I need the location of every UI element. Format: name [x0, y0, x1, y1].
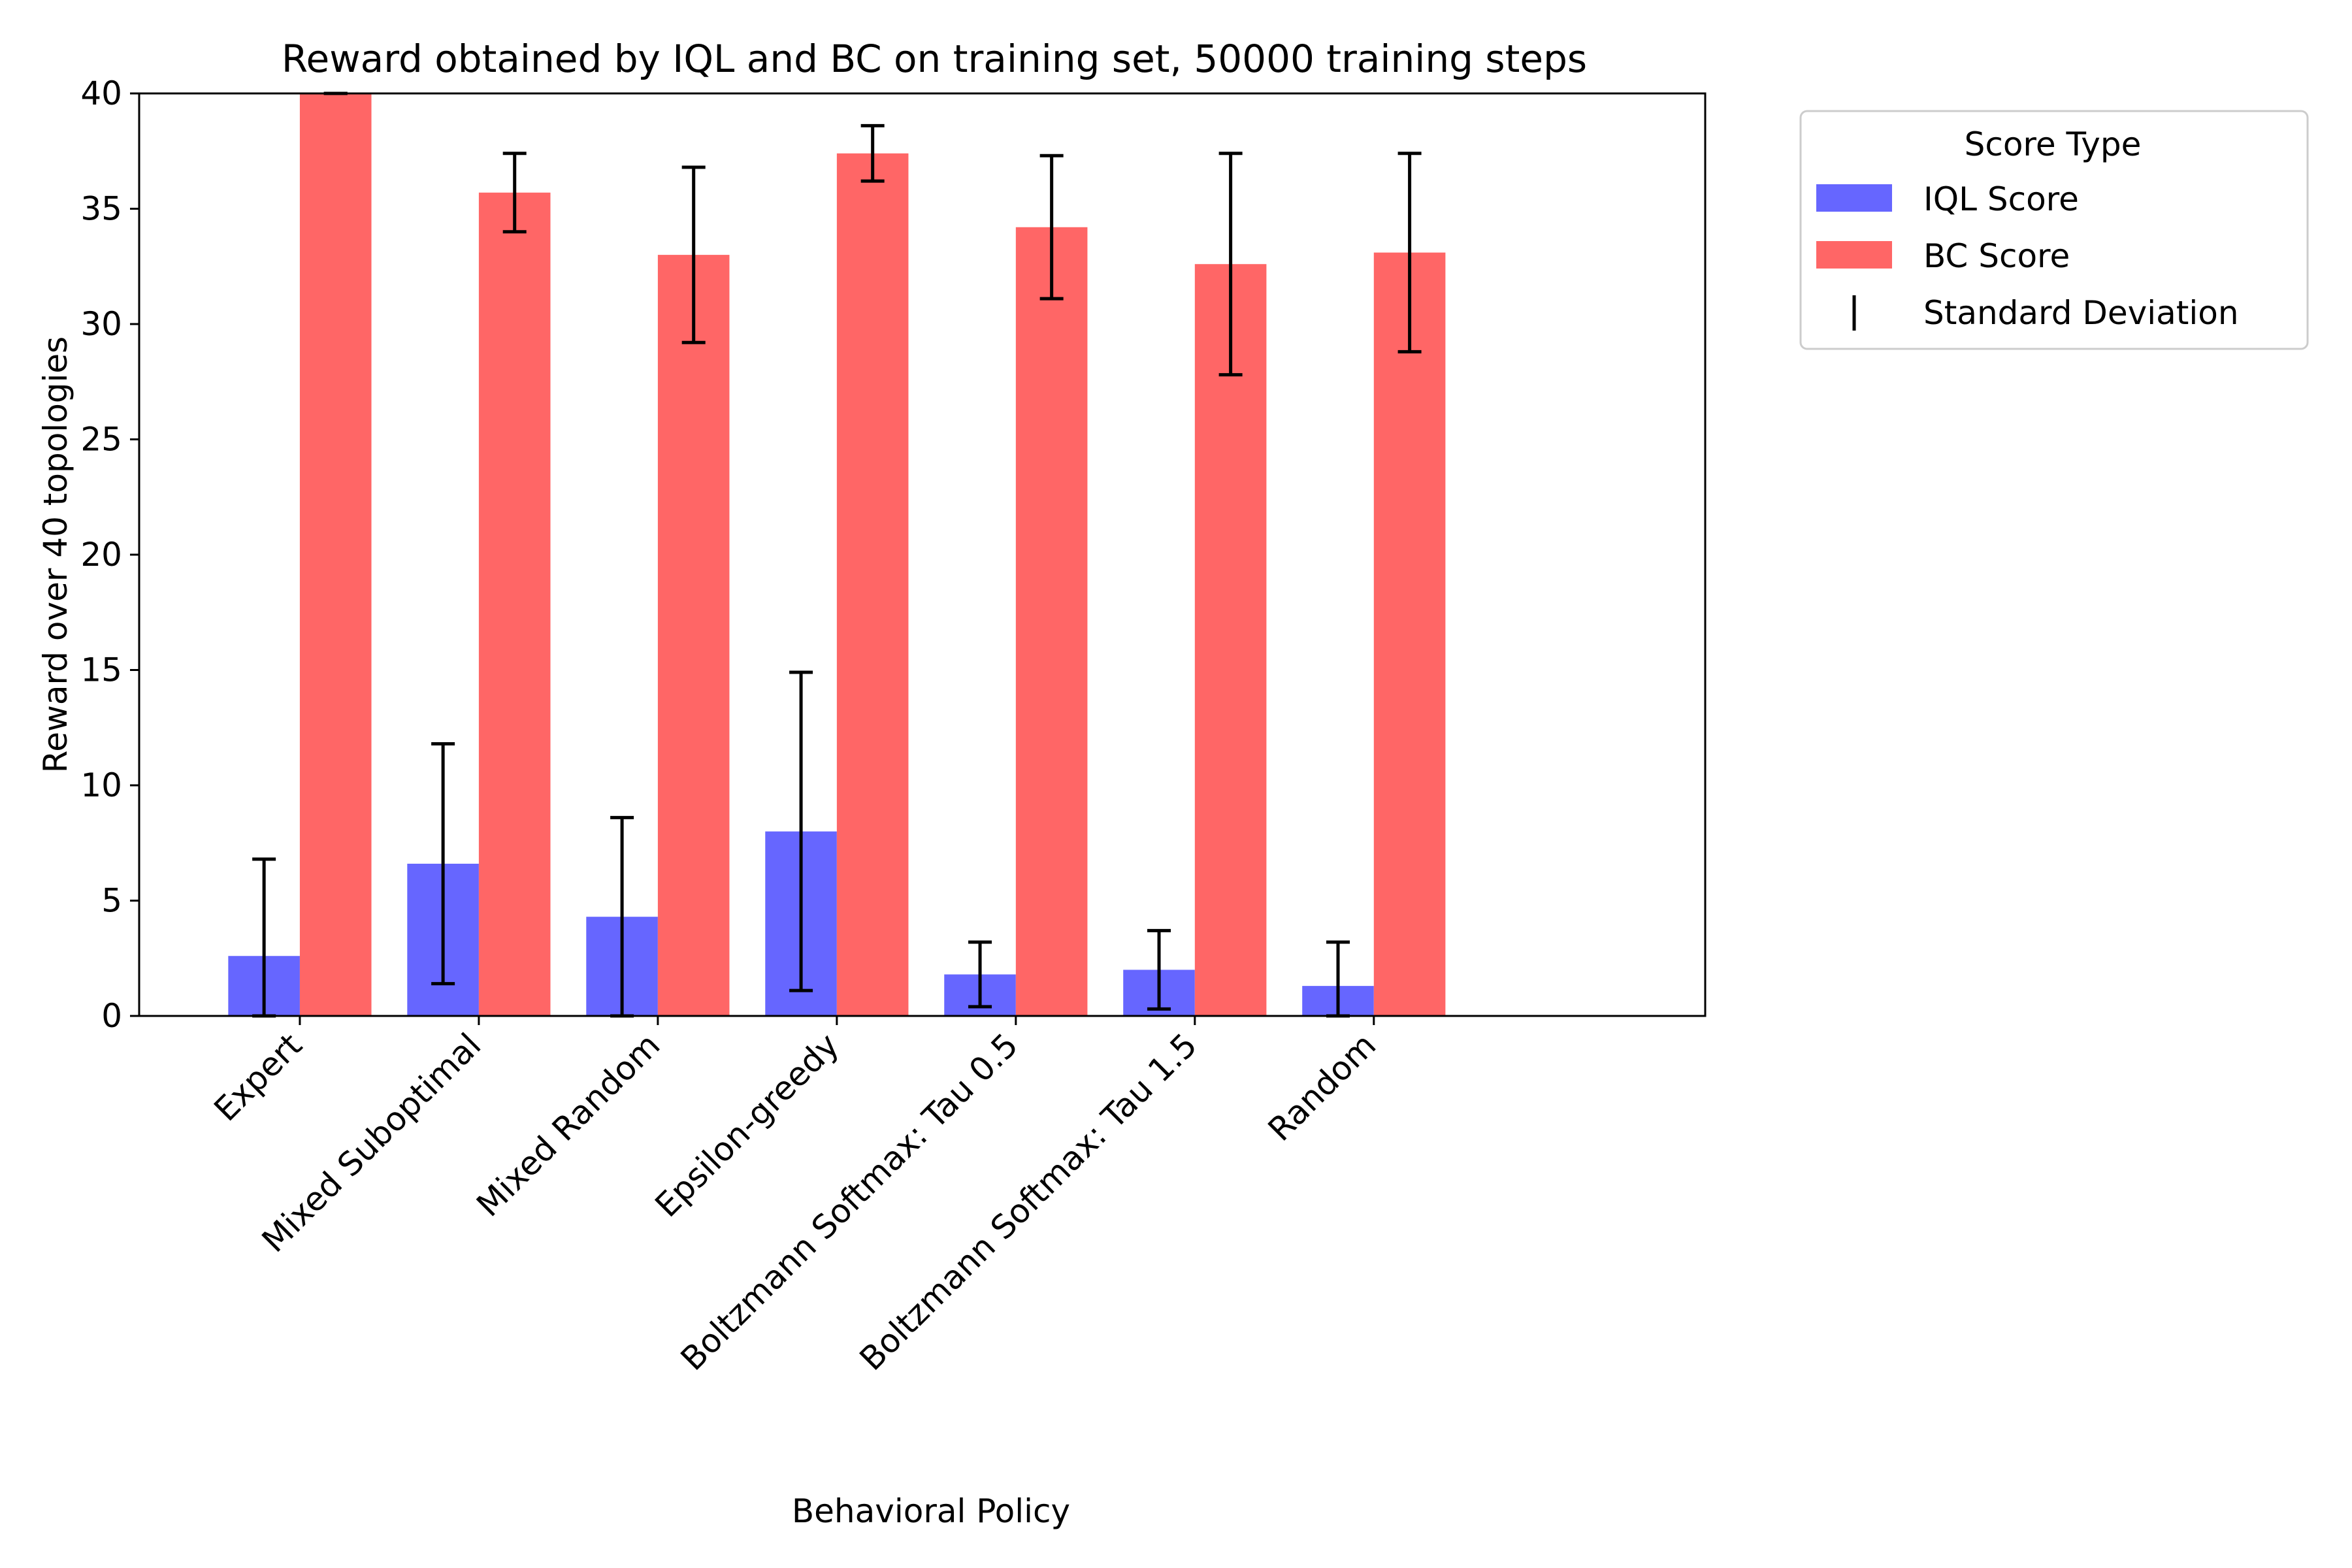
errorbar-iql-score-boltzmann-softmax-tau-0-5 — [968, 940, 992, 1009]
bar-bc-score-expert — [299, 93, 372, 1016]
y-tick-label-10: 10 — [80, 766, 122, 804]
legend-label-bc: BC Score — [1923, 237, 2070, 275]
errorbar-iql-score-epsilon-greedy — [789, 670, 813, 992]
bar-bc-score-mixed-random — [657, 255, 730, 1017]
plot-frame — [138, 92, 1707, 1017]
y-tick-label-5: 5 — [101, 882, 122, 920]
bar-bc-score-random — [1373, 252, 1446, 1016]
y-tick-label-30: 30 — [80, 305, 122, 343]
errorbar-bc-score-random — [1397, 152, 1422, 353]
y-tick-label-20: 20 — [80, 536, 122, 574]
y-tick-label-0: 0 — [101, 997, 122, 1035]
legend-label-iql: IQL Score — [1923, 180, 2079, 218]
errorbar-bc-score-mixed-suboptimal — [502, 152, 527, 234]
errorbar-bc-score-epsilon-greedy — [860, 123, 885, 183]
bar-bc-score-epsilon-greedy — [836, 153, 909, 1016]
y-axis: 0 5 10 15 20 25 30 35 40 — [80, 74, 139, 1035]
chart-title: Reward obtained by IQL and BC on trainin… — [282, 37, 1587, 81]
errorbar-bc-score-boltzmann-softmax-tau-1-5 — [1218, 152, 1243, 377]
legend-label-std: Standard Deviation — [1923, 294, 2239, 332]
y-axis-label: Reward over 40 topologies — [37, 336, 74, 773]
legend-frame — [1799, 110, 2309, 350]
bar-bc-score-mixed-suboptimal — [478, 192, 551, 1016]
legend-swatch-bc — [1816, 241, 1892, 269]
errorbar-bc-score-mixed-random — [681, 165, 706, 344]
legend: Score Type IQL Score BC Score Standard D… — [1799, 110, 2309, 350]
errorbar-iql-score-mixed-suboptimal — [431, 742, 455, 986]
bar-bc-score-boltzmann-softmax-tau-1-5 — [1194, 264, 1267, 1017]
bar-bc-score-boltzmann-softmax-tau-0-5 — [1015, 227, 1088, 1016]
y-tick-label-35: 35 — [80, 190, 122, 228]
errorbars-layer — [252, 91, 1422, 1018]
y-tick-label-40: 40 — [80, 74, 122, 112]
x-axis-label: Behavioral Policy — [792, 1492, 1070, 1530]
y-tick-label-15: 15 — [80, 651, 122, 689]
legend-title: Score Type — [1965, 125, 2142, 163]
errorbar-bc-score-boltzmann-softmax-tau-0-5 — [1039, 154, 1064, 301]
legend-swatch-iql — [1816, 184, 1892, 212]
y-tick-label-25: 25 — [80, 421, 122, 459]
errorbar-iql-score-boltzmann-softmax-tau-1-5 — [1147, 928, 1171, 1011]
